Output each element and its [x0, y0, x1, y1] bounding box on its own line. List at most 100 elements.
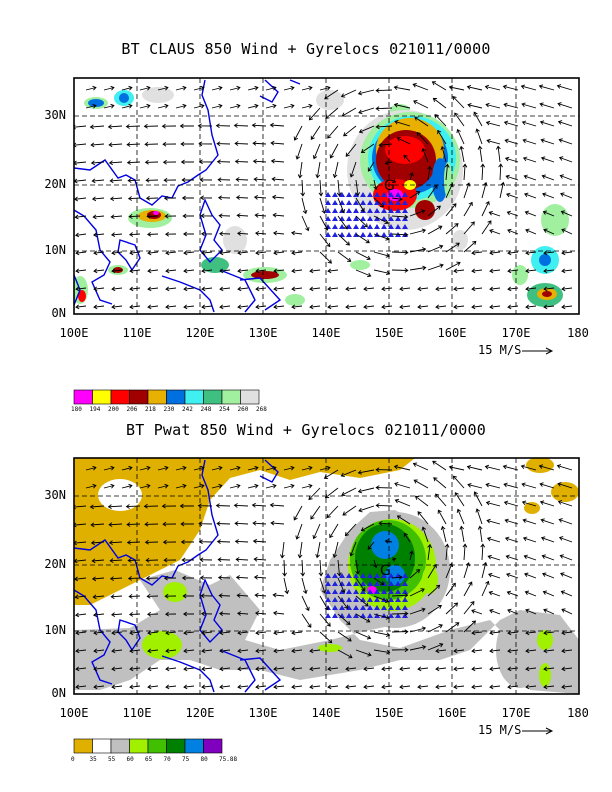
wind-vector-arrow [504, 156, 519, 163]
wind-vector-arrow [463, 201, 473, 217]
wind-vector-arrow [327, 125, 339, 139]
wind-vector-arrow [381, 304, 393, 310]
wind-vector-arrow [421, 147, 429, 163]
lon-label: 120E [185, 706, 215, 720]
top-colorbar [73, 389, 260, 405]
wind-vector-arrow [273, 648, 285, 654]
wind-vector-arrow [181, 195, 194, 201]
wind-vector-arrow [74, 142, 87, 148]
wind-vector-arrow [219, 630, 231, 636]
wind-vector-arrow [233, 123, 249, 128]
colorbar-swatch [147, 738, 167, 754]
gyre-triangle [360, 232, 366, 237]
colorbar-swatch [240, 389, 260, 405]
wind-vector-arrow [445, 562, 454, 579]
wind-vector-arrow [89, 504, 105, 510]
lat-label: 10N [44, 243, 66, 257]
wind-vector-arrow [367, 161, 375, 172]
gyre-triangle [353, 232, 359, 237]
gyre-triangle [381, 192, 387, 197]
wind-vector-arrow [452, 96, 465, 109]
wind-vector-arrow [270, 520, 285, 526]
wind-vector-arrow [357, 469, 375, 475]
wind-vector-arrow [161, 503, 177, 509]
lon-label: 130E [248, 326, 278, 340]
wind-vector-arrow [253, 556, 267, 562]
wind-vector-arrow [503, 500, 519, 507]
wind-vector-arrow [373, 251, 391, 258]
wind-vector-arrow [180, 521, 194, 527]
wind-vector-arrow [247, 483, 259, 489]
wind-vector-arrow [283, 483, 295, 489]
wind-vector-arrow [309, 268, 321, 274]
gyre-triangle [325, 589, 331, 594]
gyre-triangle [367, 208, 373, 213]
wind-vector-arrow [506, 192, 519, 199]
wind-vector-arrow [93, 286, 105, 292]
wind-vector-arrow [427, 205, 441, 217]
gyre-triangle [325, 192, 331, 197]
wind-vector-arrow [237, 648, 249, 654]
wind-vector-arrow [343, 125, 357, 137]
wind-vector-arrow [344, 523, 357, 537]
wind-vector-arrow [355, 215, 368, 228]
wind-vector-arrow [319, 613, 331, 627]
wind-vector-arrow [165, 684, 177, 690]
wind-vector-arrow [475, 128, 483, 145]
wind-vector-arrow [147, 304, 159, 310]
wind-vector-arrow [157, 465, 169, 471]
wind-vector-arrow [463, 182, 471, 199]
wind-vector-arrow [291, 304, 303, 310]
wind-vector-arrow [283, 85, 295, 91]
wind-vector-arrow [521, 500, 537, 507]
wind-vector-arrow [541, 554, 555, 561]
wind-vector-arrow [247, 103, 259, 109]
wind-vector-arrow [471, 268, 483, 274]
wind-vector-arrow [315, 541, 321, 559]
wind-vector-arrow [218, 213, 231, 219]
wind-vector-arrow [427, 563, 437, 579]
gyre-triangle [402, 192, 408, 197]
wind-vector-arrow [201, 304, 213, 310]
lon-label: 100E [59, 706, 89, 720]
wind-vector-arrow [145, 177, 159, 183]
wind-vector-arrow [409, 209, 426, 217]
wind-vector-arrow [561, 630, 573, 636]
gyre-triangle [388, 200, 394, 205]
wind-vector-arrow [165, 250, 177, 256]
gyre-triangle [402, 224, 408, 229]
wind-vector-arrow [459, 525, 465, 543]
wind-vector-arrow [427, 263, 444, 271]
wind-vector-arrow [253, 195, 267, 200]
wind-vector-arrow [381, 684, 393, 690]
wind-vector-arrow [193, 103, 205, 109]
wind-vector-arrow [337, 233, 350, 246]
gyre-triangle [339, 613, 345, 618]
wind-vector-arrow [394, 498, 411, 507]
wind-vector-arrow [74, 178, 87, 184]
wind-vector-arrow [219, 268, 231, 274]
wind-vector-arrow [157, 103, 169, 109]
wind-vector-arrow [349, 541, 357, 557]
wind-vector-arrow [485, 120, 501, 127]
gyre-triangle [332, 224, 338, 229]
wind-vector-arrow [111, 684, 123, 690]
wind-vector-arrow [393, 102, 411, 109]
wind-vector-arrow [448, 85, 465, 91]
wind-vector-arrow [560, 572, 573, 579]
wind-vector-arrow [448, 465, 465, 471]
wind-vector-arrow [540, 536, 555, 543]
wind-vector-arrow [561, 250, 573, 256]
wind-vector-arrow [74, 576, 87, 582]
wind-vector-arrow [272, 592, 285, 598]
wind-vector-arrow [507, 608, 519, 615]
wind-vector-arrow [489, 268, 501, 274]
wind-vector-arrow [312, 523, 321, 540]
gyre-triangle [402, 216, 408, 221]
wind-vector-arrow [432, 97, 447, 109]
wind-vector-arrow [337, 197, 346, 214]
gyre-triangle [353, 192, 359, 197]
wind-vector-arrow [229, 85, 241, 91]
colorbar-tick-label: 206 [126, 406, 138, 413]
wind-vector-arrow [111, 612, 123, 617]
